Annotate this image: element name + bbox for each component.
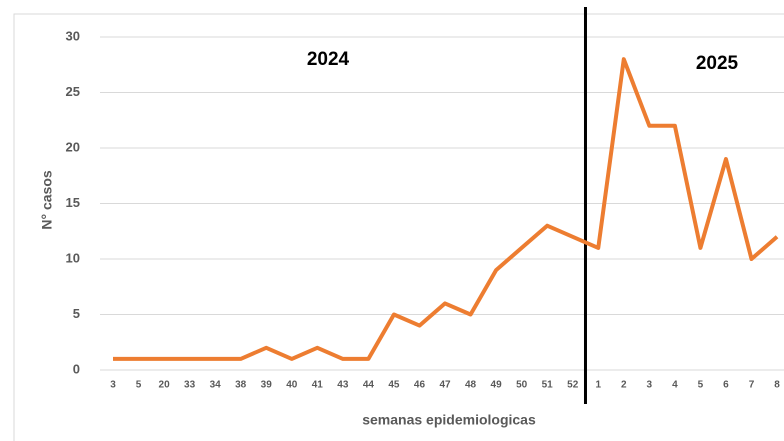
x-tick-label: 8 bbox=[774, 380, 780, 391]
x-tick-label: 2 bbox=[621, 380, 627, 391]
x-tick-label: 38 bbox=[235, 380, 247, 391]
x-tick-label: 51 bbox=[542, 380, 554, 391]
x-tick-label: 34 bbox=[210, 380, 222, 391]
annotation: 2025 bbox=[696, 53, 739, 74]
data-line bbox=[113, 57, 779, 361]
y-tick-label: 25 bbox=[66, 84, 80, 99]
y-tick-label: 30 bbox=[66, 28, 80, 43]
x-tick-label: 4 bbox=[672, 380, 678, 391]
x-tick-label: 1 bbox=[595, 380, 601, 391]
x-tick-label: 6 bbox=[723, 380, 729, 391]
y-tick-label: 10 bbox=[66, 250, 80, 265]
y-tick-label: 15 bbox=[66, 195, 80, 210]
x-tick-label: 43 bbox=[337, 380, 349, 391]
annotation: 2024 bbox=[307, 49, 350, 70]
x-tick-label: 52 bbox=[567, 380, 579, 391]
chart-border bbox=[13, 13, 784, 441]
x-tick-label: 40 bbox=[286, 380, 298, 391]
x-tick-label: 49 bbox=[491, 380, 503, 391]
x-tick-label: 3 bbox=[647, 380, 653, 391]
y-tick-label: 5 bbox=[73, 306, 80, 321]
x-tick-label: 50 bbox=[516, 380, 528, 391]
y-tick-label: 0 bbox=[73, 361, 80, 376]
x-tick-label: 48 bbox=[465, 380, 477, 391]
y-tick-label: 20 bbox=[66, 139, 80, 154]
x-tick-label: 20 bbox=[159, 380, 171, 391]
y-axis-title: N° casos bbox=[39, 170, 55, 230]
x-tick-label: 39 bbox=[261, 380, 273, 391]
x-tick-label: 46 bbox=[414, 380, 426, 391]
x-tick-label: 33 bbox=[184, 380, 196, 391]
x-tick-label: 41 bbox=[312, 380, 324, 391]
x-tick-label: 44 bbox=[363, 380, 375, 391]
x-tick-label: 3 bbox=[110, 380, 116, 391]
x-tick-label: 7 bbox=[749, 380, 755, 391]
x-axis-title: semanas epidemiologicas bbox=[362, 412, 536, 428]
x-tick-label: 45 bbox=[388, 380, 400, 391]
x-tick-label: 47 bbox=[439, 380, 451, 391]
x-tick-label: 5 bbox=[136, 380, 142, 391]
x-tick-label: 5 bbox=[698, 380, 704, 391]
